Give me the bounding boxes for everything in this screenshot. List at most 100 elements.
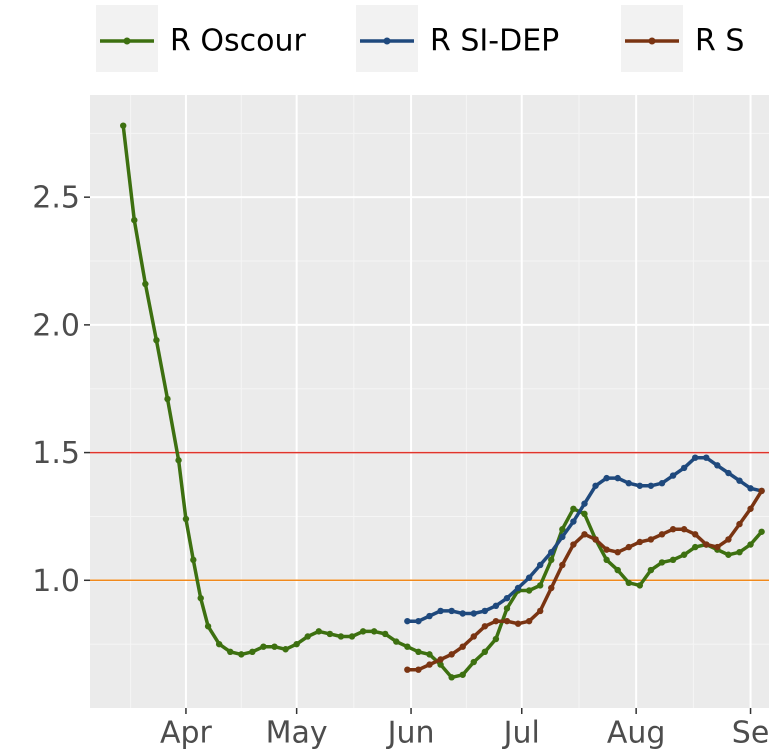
point xyxy=(492,602,500,610)
point xyxy=(736,548,743,556)
point xyxy=(680,526,688,533)
point xyxy=(204,623,212,630)
legend-key-point xyxy=(648,37,656,45)
point xyxy=(282,646,289,653)
point xyxy=(691,543,699,551)
point xyxy=(603,546,610,553)
legend: R Oscour R SI-DEP R S xyxy=(96,5,744,72)
point xyxy=(393,638,400,645)
point xyxy=(758,487,765,495)
y-tick-label: 2.0 xyxy=(32,308,80,343)
point xyxy=(164,395,171,403)
point xyxy=(426,651,433,658)
point xyxy=(271,643,278,650)
point xyxy=(636,482,644,489)
point xyxy=(382,630,389,638)
point xyxy=(548,556,555,564)
point xyxy=(197,594,204,602)
point xyxy=(437,656,444,663)
point xyxy=(714,543,721,551)
point xyxy=(559,533,566,541)
y-tick-label: 2.5 xyxy=(32,181,80,216)
point xyxy=(459,643,466,650)
point xyxy=(747,505,754,512)
point xyxy=(603,556,610,564)
point xyxy=(326,630,334,638)
point xyxy=(503,605,511,612)
point xyxy=(581,510,588,518)
point xyxy=(470,610,477,617)
point xyxy=(603,474,610,482)
point xyxy=(337,633,345,640)
point xyxy=(625,579,632,587)
point xyxy=(503,617,511,625)
point xyxy=(725,469,732,477)
point xyxy=(680,551,688,558)
point xyxy=(260,643,267,650)
point xyxy=(758,528,765,535)
point xyxy=(736,520,743,528)
point xyxy=(658,480,666,487)
point xyxy=(725,551,732,558)
point xyxy=(492,617,500,625)
point xyxy=(481,623,489,630)
point xyxy=(669,556,677,564)
x-tick-label: Aug xyxy=(607,716,666,751)
point xyxy=(249,648,256,656)
point xyxy=(227,648,234,656)
point xyxy=(348,633,356,640)
point xyxy=(525,617,533,625)
point xyxy=(514,584,522,592)
point xyxy=(559,526,566,533)
point xyxy=(437,661,444,668)
point xyxy=(404,666,411,673)
legend-key-point xyxy=(383,37,391,45)
point xyxy=(131,216,138,224)
x-tick-label: Se xyxy=(732,716,769,751)
point xyxy=(404,643,411,650)
point xyxy=(669,526,677,533)
point xyxy=(120,122,127,129)
point xyxy=(570,505,577,512)
point xyxy=(625,480,632,487)
legend-label: R SI-DEP xyxy=(430,24,559,59)
x-tick-label: Jul xyxy=(502,716,540,751)
point xyxy=(647,482,655,489)
point xyxy=(658,559,666,566)
point xyxy=(537,582,544,589)
point xyxy=(647,536,655,543)
point xyxy=(647,566,655,574)
point xyxy=(481,607,489,615)
point xyxy=(142,280,149,288)
point xyxy=(182,515,190,523)
point xyxy=(614,566,621,574)
point xyxy=(581,531,588,538)
point xyxy=(581,500,588,507)
point xyxy=(614,474,621,482)
point xyxy=(570,518,577,525)
point xyxy=(215,640,223,648)
point xyxy=(592,536,599,543)
point xyxy=(691,531,699,538)
point xyxy=(625,543,632,551)
point xyxy=(669,472,677,479)
point xyxy=(415,666,422,673)
point xyxy=(703,454,710,461)
point xyxy=(426,661,433,668)
x-tick-label: May xyxy=(266,716,328,751)
point xyxy=(370,628,378,635)
point xyxy=(359,628,367,635)
point xyxy=(492,635,500,643)
legend-label: R S xyxy=(695,24,744,59)
point xyxy=(426,612,433,620)
point xyxy=(459,610,466,617)
point xyxy=(415,617,422,625)
y-tick-label: 1.0 xyxy=(32,564,80,599)
y-tick-label: 1.5 xyxy=(32,436,80,471)
point xyxy=(537,607,544,615)
point xyxy=(448,651,455,658)
point xyxy=(525,587,533,594)
point xyxy=(570,541,577,548)
point xyxy=(470,658,477,666)
